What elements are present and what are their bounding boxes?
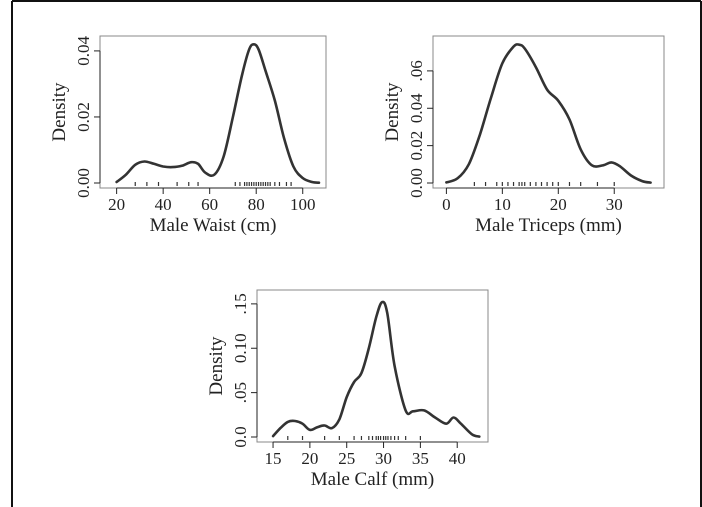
x-tick-label: 20 bbox=[550, 195, 567, 214]
x-axis-title: Male Triceps (mm) bbox=[475, 215, 622, 236]
x-axis-title: Male Waist (cm) bbox=[150, 215, 277, 236]
x-tick-label: 0 bbox=[442, 195, 451, 214]
x-tick-label: 30 bbox=[606, 195, 623, 214]
chart-panel-triceps: 0 10 20 30 0.00 0.02 0.04 .06 Male Triceps (mm) D… bbox=[382, 35, 665, 236]
y-tick-label: 0.02 bbox=[74, 102, 93, 132]
y-tick-label: 0.04 bbox=[407, 93, 426, 123]
density-curve bbox=[445, 43, 652, 184]
y-tick-label: 0.00 bbox=[407, 168, 426, 198]
y-tick-label: .05 bbox=[231, 382, 250, 403]
y-tick-label: 0.10 bbox=[231, 333, 250, 363]
x-tick-label: 40 bbox=[155, 195, 172, 214]
y-tick-label: .15 bbox=[231, 293, 250, 314]
x-tick-label: 40 bbox=[449, 449, 466, 468]
x-tick-label: 15 bbox=[265, 449, 282, 468]
x-tick-label: 100 bbox=[290, 195, 316, 214]
y-tick-label: 0.0 bbox=[231, 426, 250, 447]
density-curve bbox=[271, 300, 481, 438]
x-tick-label: 30 bbox=[375, 449, 392, 468]
x-tick-label: 20 bbox=[108, 195, 125, 214]
x-tick-label: 10 bbox=[494, 195, 511, 214]
y-axis-title: Density bbox=[206, 336, 227, 396]
x-tick-label: 35 bbox=[412, 449, 429, 468]
x-tick-label: 20 bbox=[301, 449, 318, 468]
density-curve bbox=[115, 43, 321, 184]
y-tick-label: 0.00 bbox=[74, 168, 93, 198]
chart-panel-calf: 15 20 25 30 35 40 0.0 .05 0.10 .15 Male Calf (mm) D… bbox=[206, 289, 489, 490]
y-tick-label: 0.02 bbox=[407, 131, 426, 161]
y-tick-label: 0.04 bbox=[74, 36, 93, 66]
x-tick-label: 60 bbox=[201, 195, 218, 214]
y-tick-label: .06 bbox=[407, 60, 426, 81]
y-axis-title: Density bbox=[382, 82, 403, 142]
x-tick-label: 25 bbox=[338, 449, 355, 468]
chart-panel-waist: 20 40 60 80 100 0.00 0.02 0.04 Male Waist (cm) De… bbox=[49, 35, 327, 236]
y-axis-title: Density bbox=[49, 82, 70, 142]
x-tick-label: 80 bbox=[248, 195, 265, 214]
x-axis-title: Male Calf (mm) bbox=[311, 469, 434, 490]
